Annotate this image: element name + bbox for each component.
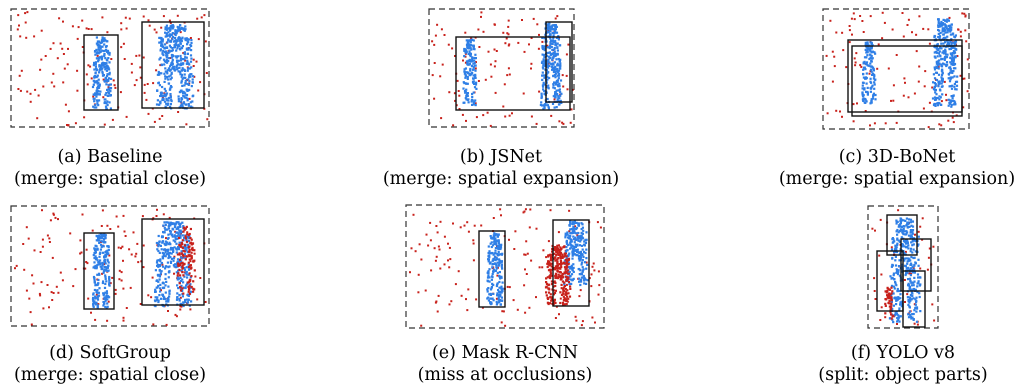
instance-points [462,39,477,107]
panel-d-caption: (d) SoftGroup (merge: spatial close) [0,342,220,386]
panel-f-subtitle: (split: object parts) [798,364,1008,386]
panel-b-subtitle: (merge: spatial expansion) [370,168,632,190]
panel-c-subtitle: (merge: spatial expansion) [768,168,1026,190]
panel-c-caption: (c) 3D-BoNet (merge: spatial expansion) [768,146,1026,190]
instance-points [545,244,572,306]
panel-d-title: (d) SoftGroup [0,342,220,364]
panel-f-caption: (f) YOLO v8 (split: object parts) [798,342,1008,386]
panel-e-plot [405,204,605,329]
panel-b-title: (b) JSNet [370,146,632,168]
panel-e-title: (e) Mask R-CNN [395,342,615,364]
panel-d [10,205,210,327]
instance-points [92,36,112,110]
panel-f [867,205,939,329]
instance-points [540,23,563,110]
panel-a-subtitle: (merge: spatial close) [0,168,220,190]
panel-d-subtitle: (merge: spatial close) [0,364,220,386]
panel-b-plot [428,8,575,128]
bounding-box [142,219,204,305]
panel-b-caption: (b) JSNet (merge: spatial expansion) [370,146,632,190]
panel-f-plot [867,205,939,329]
panel-a-caption: (a) Baseline (merge: spatial close) [0,146,220,190]
instance-points [884,287,894,320]
panel-a-plot [10,8,210,128]
panel-f-title: (f) YOLO v8 [798,342,1008,364]
instance-points [92,233,111,309]
panel-c-title: (c) 3D-BoNet [768,146,1026,168]
panel-a-title: (a) Baseline [0,146,220,168]
panel-b [428,8,575,128]
panel-e [405,204,605,329]
panel-e-caption: (e) Mask R-CNN (miss at occlusions) [395,342,615,386]
panel-c [822,8,970,130]
panel-d-plot [10,205,210,327]
panel-c-plot [822,8,970,130]
instance-points [486,232,504,306]
panel-a [10,8,210,128]
panel-e-subtitle: (miss at occlusions) [395,364,615,386]
